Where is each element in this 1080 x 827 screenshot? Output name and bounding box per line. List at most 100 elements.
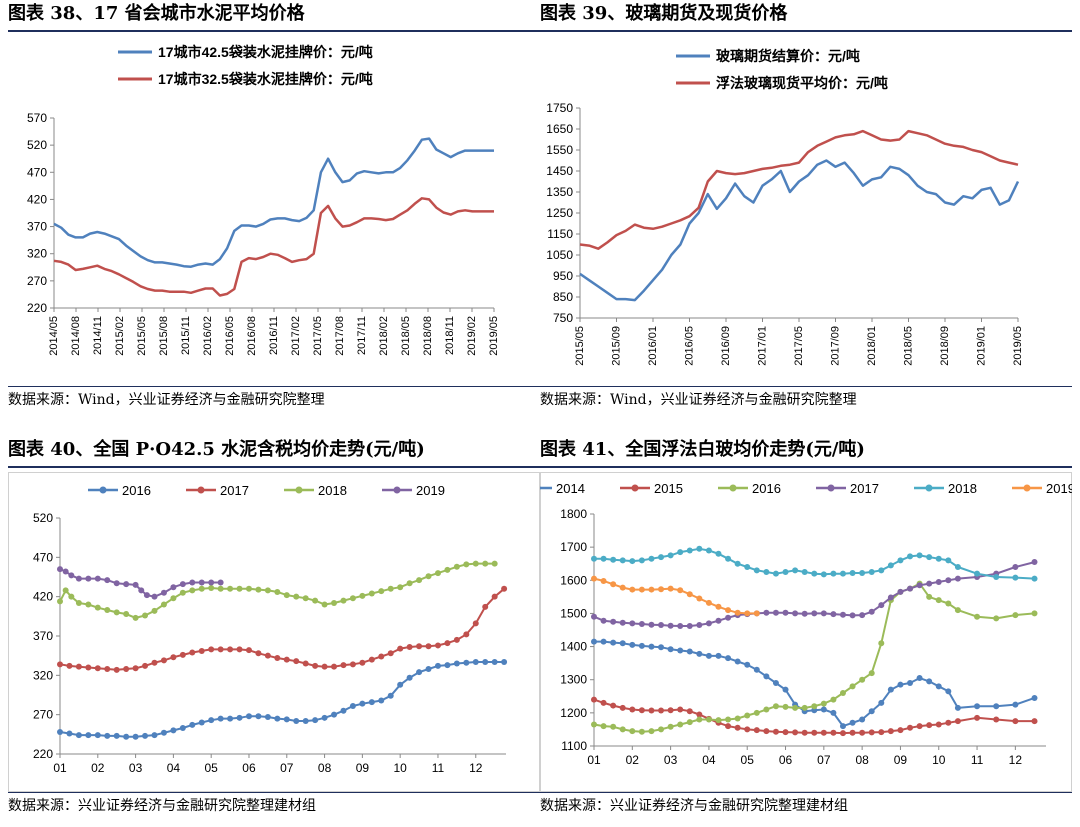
y-tick-label: 1100 — [561, 739, 587, 753]
x-tick-label: 2015/05 — [136, 316, 148, 356]
data-point — [331, 663, 338, 670]
title-rule — [8, 30, 540, 32]
data-point — [160, 601, 167, 608]
data-point — [868, 569, 875, 575]
data-point — [264, 587, 271, 594]
data-point — [94, 732, 101, 739]
data-point — [715, 617, 722, 624]
data-point — [378, 653, 385, 660]
data-point — [255, 586, 262, 593]
data-point — [638, 707, 645, 714]
data-point — [686, 591, 693, 598]
data-point — [1031, 575, 1038, 582]
legend-label: 17城市42.5袋装水泥挂牌价：元/吨 — [158, 44, 373, 60]
data-point — [75, 599, 82, 606]
data-point — [935, 721, 942, 728]
chart-title: 图表 38、17 省会城市水泥平均价格 — [8, 3, 305, 24]
data-point — [667, 585, 674, 592]
data-point — [132, 665, 139, 672]
y-tick-label: 470 — [33, 550, 53, 564]
data-point — [725, 716, 732, 723]
data-point — [610, 723, 617, 730]
data-point — [629, 641, 636, 648]
data-point — [245, 713, 252, 720]
y-tick-label: 220 — [27, 301, 47, 315]
data-point — [94, 575, 101, 582]
data-point — [638, 642, 645, 649]
data-point — [772, 570, 779, 577]
data-point — [85, 601, 92, 608]
data-point — [359, 659, 366, 666]
x-tick-label: 2018/11 — [444, 316, 456, 355]
series-line-2014 — [594, 640, 1035, 728]
data-point — [349, 661, 356, 668]
series-line-17城市42.5袋装水泥挂牌价：元/吨 — [53, 137, 494, 268]
data-point — [591, 613, 597, 620]
title-rule — [540, 466, 1072, 468]
data-point — [491, 658, 498, 665]
data-point — [66, 662, 73, 669]
data-point — [264, 652, 271, 659]
data-point — [236, 585, 243, 592]
data-point — [638, 557, 645, 564]
data-point — [482, 560, 489, 567]
series-line-17城市32.5袋装水泥挂牌价：元/吨 — [53, 197, 494, 297]
data-point — [667, 646, 674, 653]
data-point — [198, 585, 205, 592]
data-point — [782, 729, 789, 736]
data-point — [1031, 559, 1038, 566]
data-point — [619, 584, 626, 591]
data-point — [897, 681, 904, 688]
source-rule — [540, 386, 1072, 387]
data-point — [591, 721, 597, 728]
y-tick-label: 1300 — [560, 673, 587, 687]
title-rule — [8, 466, 540, 468]
data-point — [453, 563, 460, 570]
data-point — [349, 595, 356, 602]
data-point — [321, 714, 328, 721]
data-point — [387, 585, 394, 592]
data-point — [648, 555, 655, 562]
data-point — [916, 552, 923, 559]
x-tick-label: 09 — [356, 761, 370, 775]
legend-label: 玻璃期货结算价：元/吨 — [716, 48, 860, 64]
data-point — [744, 726, 751, 733]
chart-cement-national-prices: 220 270 320 370 420 470 520 01 02 03 04 05 06 07 08 09 1… — [8, 472, 540, 792]
x-tick-label: 03 — [664, 753, 678, 767]
data-point — [600, 617, 607, 624]
title-rule — [540, 30, 1072, 32]
data-point — [830, 611, 837, 618]
data-point — [62, 587, 69, 594]
data-point — [696, 711, 703, 718]
data-point — [57, 566, 63, 573]
data-point — [434, 662, 441, 669]
panel-float-glass-national: 图表 41、全国浮法白玻均价走势(元/吨) 1100 1200 1300 1400 15… — [522, 436, 1075, 827]
legend-marker — [393, 486, 401, 494]
data-point — [151, 659, 158, 666]
data-point — [658, 644, 665, 651]
data-point — [170, 584, 177, 591]
data-point — [331, 711, 338, 718]
chart-frame — [540, 472, 1072, 792]
y-tick-label: 1200 — [560, 706, 587, 720]
data-point — [830, 696, 837, 703]
data-point — [227, 585, 234, 592]
data-point — [340, 597, 347, 604]
data-point — [321, 663, 328, 670]
data-point — [1012, 612, 1019, 619]
data-point — [782, 609, 789, 616]
data-point — [132, 733, 139, 740]
data-point — [434, 642, 441, 649]
chart-svg: 220 270 320 370 420 470 520 01 02 03 04 05 06 07 08 09 1… — [8, 472, 540, 792]
data-point — [658, 622, 665, 629]
data-point — [792, 704, 799, 711]
data-point — [753, 567, 760, 574]
series-line-2017 — [59, 588, 505, 671]
data-point — [820, 610, 827, 617]
data-point — [321, 601, 328, 608]
series-line-2016 — [59, 661, 505, 738]
data-point — [811, 729, 818, 736]
y-tick-label: 1550 — [546, 143, 573, 157]
y-tick-label: 850 — [553, 290, 573, 304]
data-point — [859, 676, 866, 683]
